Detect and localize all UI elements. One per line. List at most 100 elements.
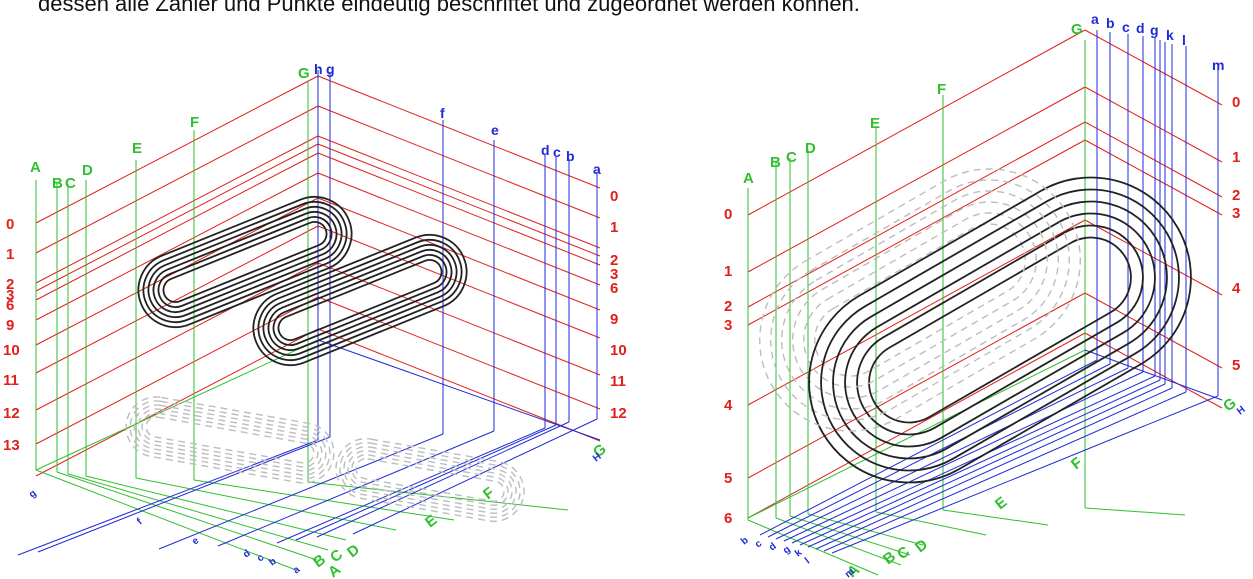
red-line-back-right bbox=[1084, 292, 1223, 369]
red-line-back-right bbox=[317, 75, 601, 189]
green-label: G bbox=[1071, 21, 1083, 38]
hidden-coil-loop bbox=[347, 450, 513, 510]
blue-label: d bbox=[1136, 20, 1145, 36]
blue-label-bottom: k bbox=[793, 547, 805, 559]
coil-loop bbox=[267, 249, 453, 351]
red-line-back-right bbox=[1084, 121, 1223, 198]
hidden-coil-loop bbox=[133, 404, 327, 476]
red-line-back-left bbox=[747, 332, 1086, 519]
red-line-back-left bbox=[747, 121, 1086, 308]
red-label: 0 bbox=[6, 216, 14, 233]
blue-label: c bbox=[1122, 19, 1130, 35]
green-label: E bbox=[870, 115, 880, 132]
coil-loop bbox=[152, 211, 338, 313]
green-label: C bbox=[65, 175, 76, 192]
red-line-back-left bbox=[35, 152, 319, 301]
blue-label-bottom: l bbox=[803, 556, 812, 567]
red-label-right: 9 bbox=[610, 311, 618, 328]
red-label: 11 bbox=[3, 372, 19, 389]
red-label: 2 bbox=[6, 276, 14, 293]
hidden-coil-loop bbox=[803, 212, 1037, 388]
green-floor-line bbox=[747, 519, 879, 576]
blue-floor-line bbox=[799, 379, 1161, 546]
blue-label: k bbox=[1166, 27, 1174, 43]
red-label-right: 11 bbox=[610, 373, 626, 390]
blue-floor-line bbox=[775, 367, 1129, 540]
coil-loop bbox=[252, 234, 468, 366]
coil-loop bbox=[137, 196, 353, 328]
red-line-back-left bbox=[747, 86, 1086, 273]
red-line-back-left bbox=[747, 139, 1086, 326]
green-label-bottom: E bbox=[992, 494, 1010, 514]
red-label-right: 3 bbox=[1232, 205, 1240, 222]
red-line-back-right bbox=[317, 172, 601, 286]
green-label: A bbox=[30, 159, 41, 176]
coil-loop bbox=[147, 206, 343, 318]
blue-floor-line bbox=[807, 383, 1166, 548]
coil-loop bbox=[844, 212, 1156, 448]
red-line-back-left bbox=[747, 29, 1086, 216]
blue-label: m bbox=[1212, 57, 1224, 73]
red-label-right: 4 bbox=[1232, 280, 1241, 297]
green-label-bottom: F bbox=[1068, 454, 1086, 473]
red-line-back-right bbox=[317, 197, 601, 311]
coil-loop bbox=[272, 254, 448, 346]
blue-label: c bbox=[553, 144, 561, 160]
coil-loop bbox=[157, 216, 333, 308]
red-label-right: 2 bbox=[610, 252, 618, 269]
hidden-coil-loop bbox=[145, 416, 315, 464]
blue-floor-line bbox=[815, 387, 1173, 550]
coil-loop bbox=[142, 201, 348, 323]
blue-label-bottom: e bbox=[190, 535, 202, 547]
blue-label-bottom: a bbox=[291, 564, 303, 576]
blue-label-bottom: c bbox=[753, 538, 765, 550]
coil-loop bbox=[162, 221, 328, 303]
blue-floor-line bbox=[217, 430, 495, 547]
red-label: 3 bbox=[724, 317, 732, 334]
green-label-bottom: D bbox=[912, 536, 931, 556]
red-label-right: 3 bbox=[610, 266, 618, 283]
green-label: C bbox=[786, 149, 797, 166]
blue-label: e bbox=[491, 122, 499, 138]
hidden-coil-loop bbox=[137, 408, 323, 472]
red-line-back-left bbox=[747, 219, 1086, 406]
floor-edge bbox=[1084, 349, 1223, 401]
coil-loop bbox=[832, 200, 1168, 460]
coil-loop bbox=[820, 188, 1180, 472]
green-label: B bbox=[52, 175, 63, 192]
blue-label-bottom: H bbox=[1235, 404, 1247, 417]
blue-floor-line bbox=[823, 391, 1187, 552]
blue-floor-line bbox=[17, 439, 319, 556]
blue-floor-line bbox=[295, 424, 557, 541]
red-label: 3 bbox=[6, 287, 14, 304]
blue-label: g bbox=[1150, 22, 1159, 38]
green-floor-line bbox=[942, 509, 1049, 526]
blue-floor-line bbox=[759, 359, 1098, 536]
right-coil bbox=[759, 168, 1192, 484]
green-floor-line bbox=[56, 471, 318, 561]
red-line-back-left bbox=[35, 135, 319, 284]
red-line-back-right bbox=[317, 152, 601, 266]
blue-label: h bbox=[314, 61, 323, 77]
green-floor-line bbox=[807, 513, 924, 546]
red-label: 10 bbox=[3, 342, 20, 359]
red-label-right: 0 bbox=[610, 188, 618, 205]
green-label: A bbox=[743, 170, 754, 187]
red-label: 5 bbox=[724, 470, 732, 487]
green-floor-line bbox=[135, 477, 397, 531]
blue-label: a bbox=[593, 161, 601, 177]
green-floor-line bbox=[875, 511, 987, 536]
red-label-right: 1 bbox=[1232, 149, 1240, 166]
red-label: 2 bbox=[724, 298, 732, 315]
green-label: F bbox=[190, 114, 199, 131]
blue-floor-line bbox=[352, 418, 598, 535]
red-line-back-right bbox=[1084, 332, 1223, 409]
blue-label-bottom: c bbox=[255, 552, 267, 564]
red-label: 12 bbox=[3, 405, 20, 422]
green-floor-line bbox=[1084, 507, 1186, 516]
green-label: F bbox=[937, 81, 946, 98]
hidden-coil-loop bbox=[335, 438, 525, 522]
left-coil bbox=[125, 196, 525, 522]
top-caption: dessen alle Zahler und Punkte eindeutig … bbox=[38, 0, 860, 16]
